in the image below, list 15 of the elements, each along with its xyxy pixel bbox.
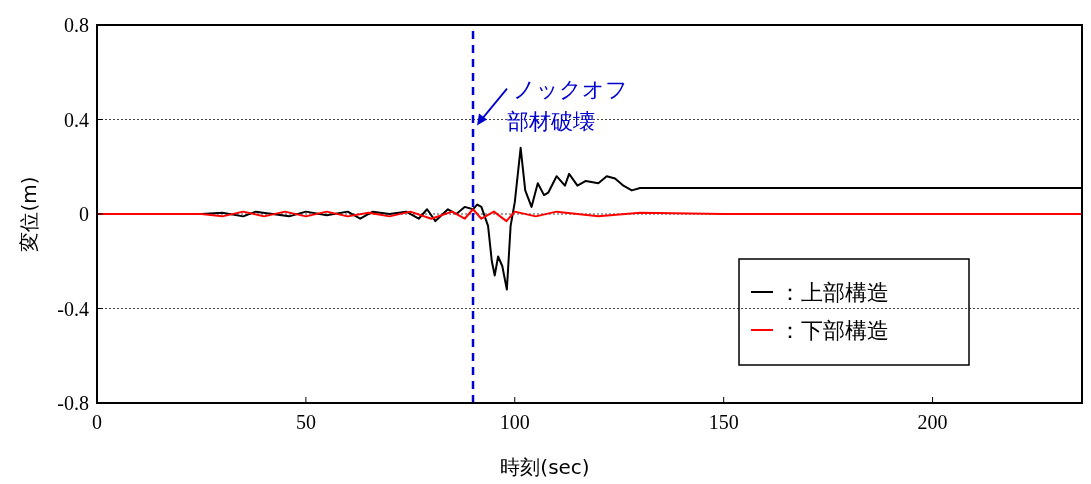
y-tick-label: 0 [79, 203, 89, 225]
annotation: 部材破壊 [507, 108, 596, 134]
x-axis-title: 時刻(sec) [500, 455, 590, 479]
x-tick-label: 100 [499, 411, 530, 433]
legend-label: ：上部構造 [779, 279, 889, 305]
y-tick-label: 0.4 [64, 108, 89, 131]
x-tick-label: 50 [295, 411, 316, 433]
annotation: ノックオフ [513, 76, 629, 102]
x-tick-label: 150 [708, 411, 739, 433]
y-tick-label: 0.8 [64, 14, 89, 36]
legend-label: ：下部構造 [779, 317, 889, 343]
y-tick-label: -0.8 [57, 392, 89, 414]
y-axis-title: 変位(m) [17, 176, 41, 252]
x-tick-label: 200 [917, 411, 948, 433]
y-tick-label: -0.4 [57, 297, 89, 320]
